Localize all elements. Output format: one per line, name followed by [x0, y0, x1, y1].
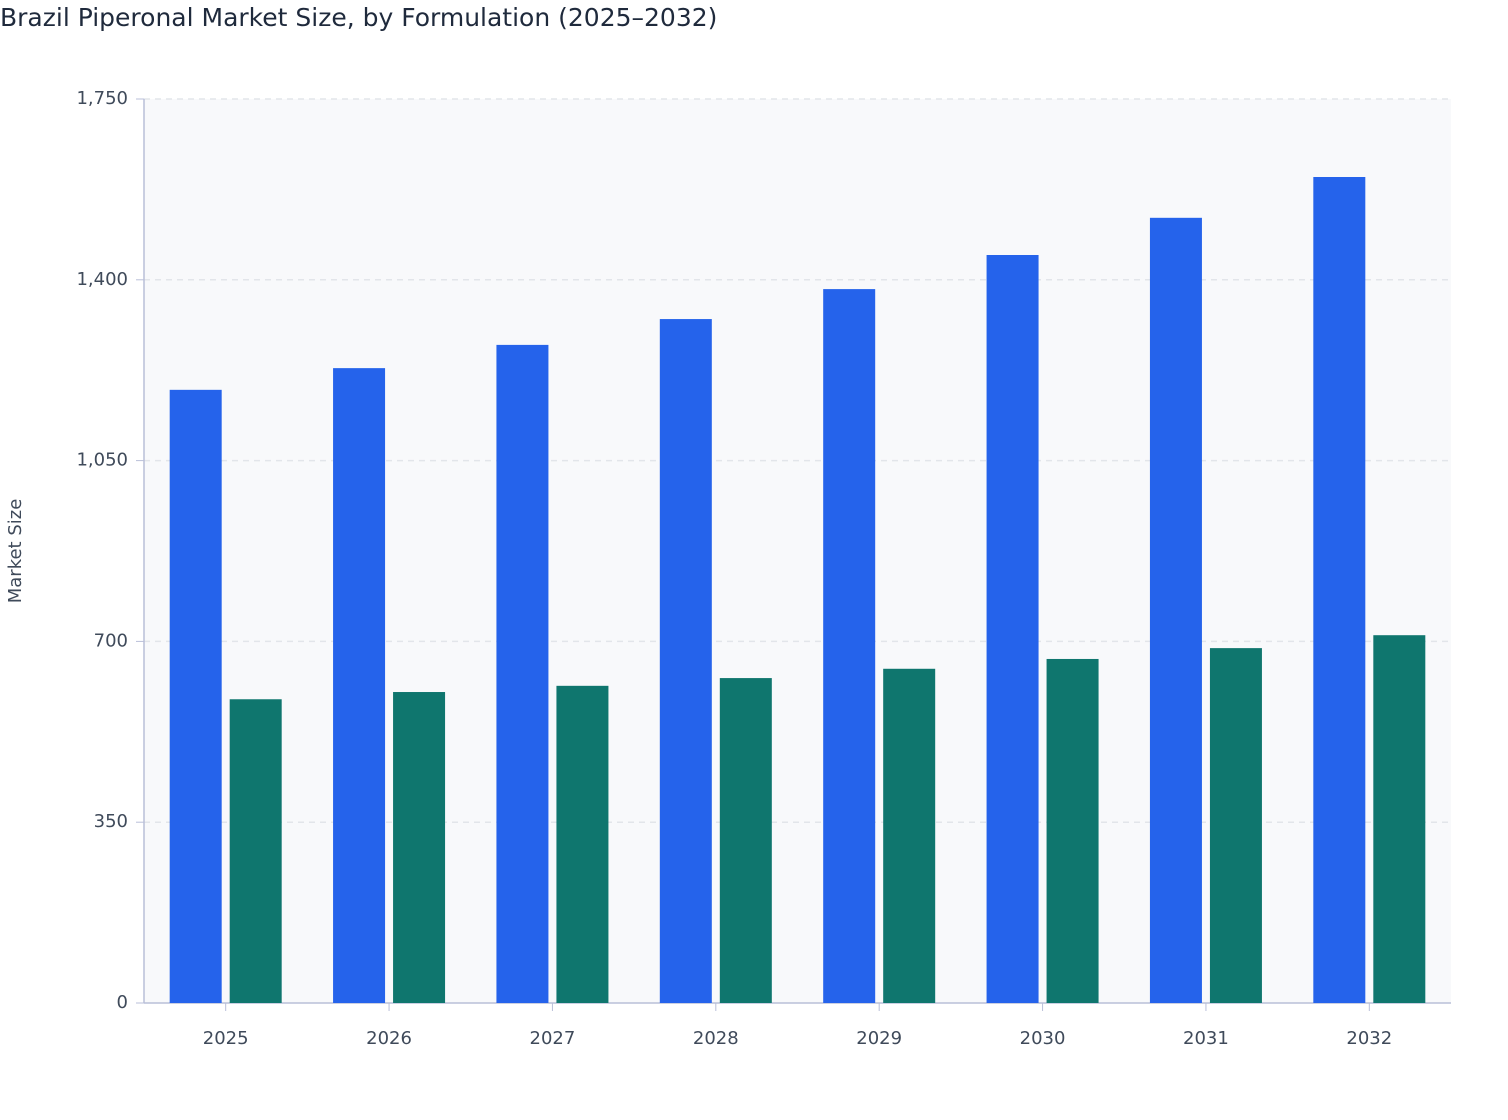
y-tick-label: 1,400: [76, 269, 128, 290]
x-tick-label: 2028: [693, 1028, 739, 1049]
bar: [1313, 177, 1366, 1003]
y-tick-label: 0: [117, 992, 128, 1013]
x-tick-label: 2032: [1346, 1028, 1392, 1049]
bar: [719, 678, 772, 1003]
bar: [1046, 658, 1099, 1003]
x-tick-label: 2030: [1020, 1028, 1066, 1049]
bar: [1149, 217, 1202, 1004]
bar: [823, 289, 876, 1004]
bar: [393, 692, 446, 1003]
x-tick-label: 2031: [1183, 1028, 1229, 1049]
y-tick-label: 700: [94, 630, 128, 651]
y-tick-label: 1,050: [76, 450, 128, 471]
bar: [229, 699, 282, 1003]
x-tick-label: 2026: [366, 1028, 412, 1049]
bar: [496, 344, 549, 1003]
bar: [986, 255, 1039, 1003]
bar: [1209, 648, 1262, 1003]
y-tick-label: 350: [94, 811, 128, 832]
x-tick-label: 2027: [530, 1028, 576, 1049]
bar: [556, 685, 609, 1003]
bar: [883, 668, 936, 1003]
bar: [1373, 635, 1426, 1003]
chart-title: Brazil Piperonal Market Size, by Formula…: [0, 3, 717, 32]
y-tick-label: 1,750: [76, 88, 128, 109]
x-tick-label: 2025: [203, 1028, 249, 1049]
x-tick-label: 2029: [856, 1028, 902, 1049]
bar: [659, 319, 712, 1003]
y-axis-label: Market Size: [5, 499, 26, 604]
bar: [333, 368, 386, 1003]
bar: [169, 389, 222, 1003]
